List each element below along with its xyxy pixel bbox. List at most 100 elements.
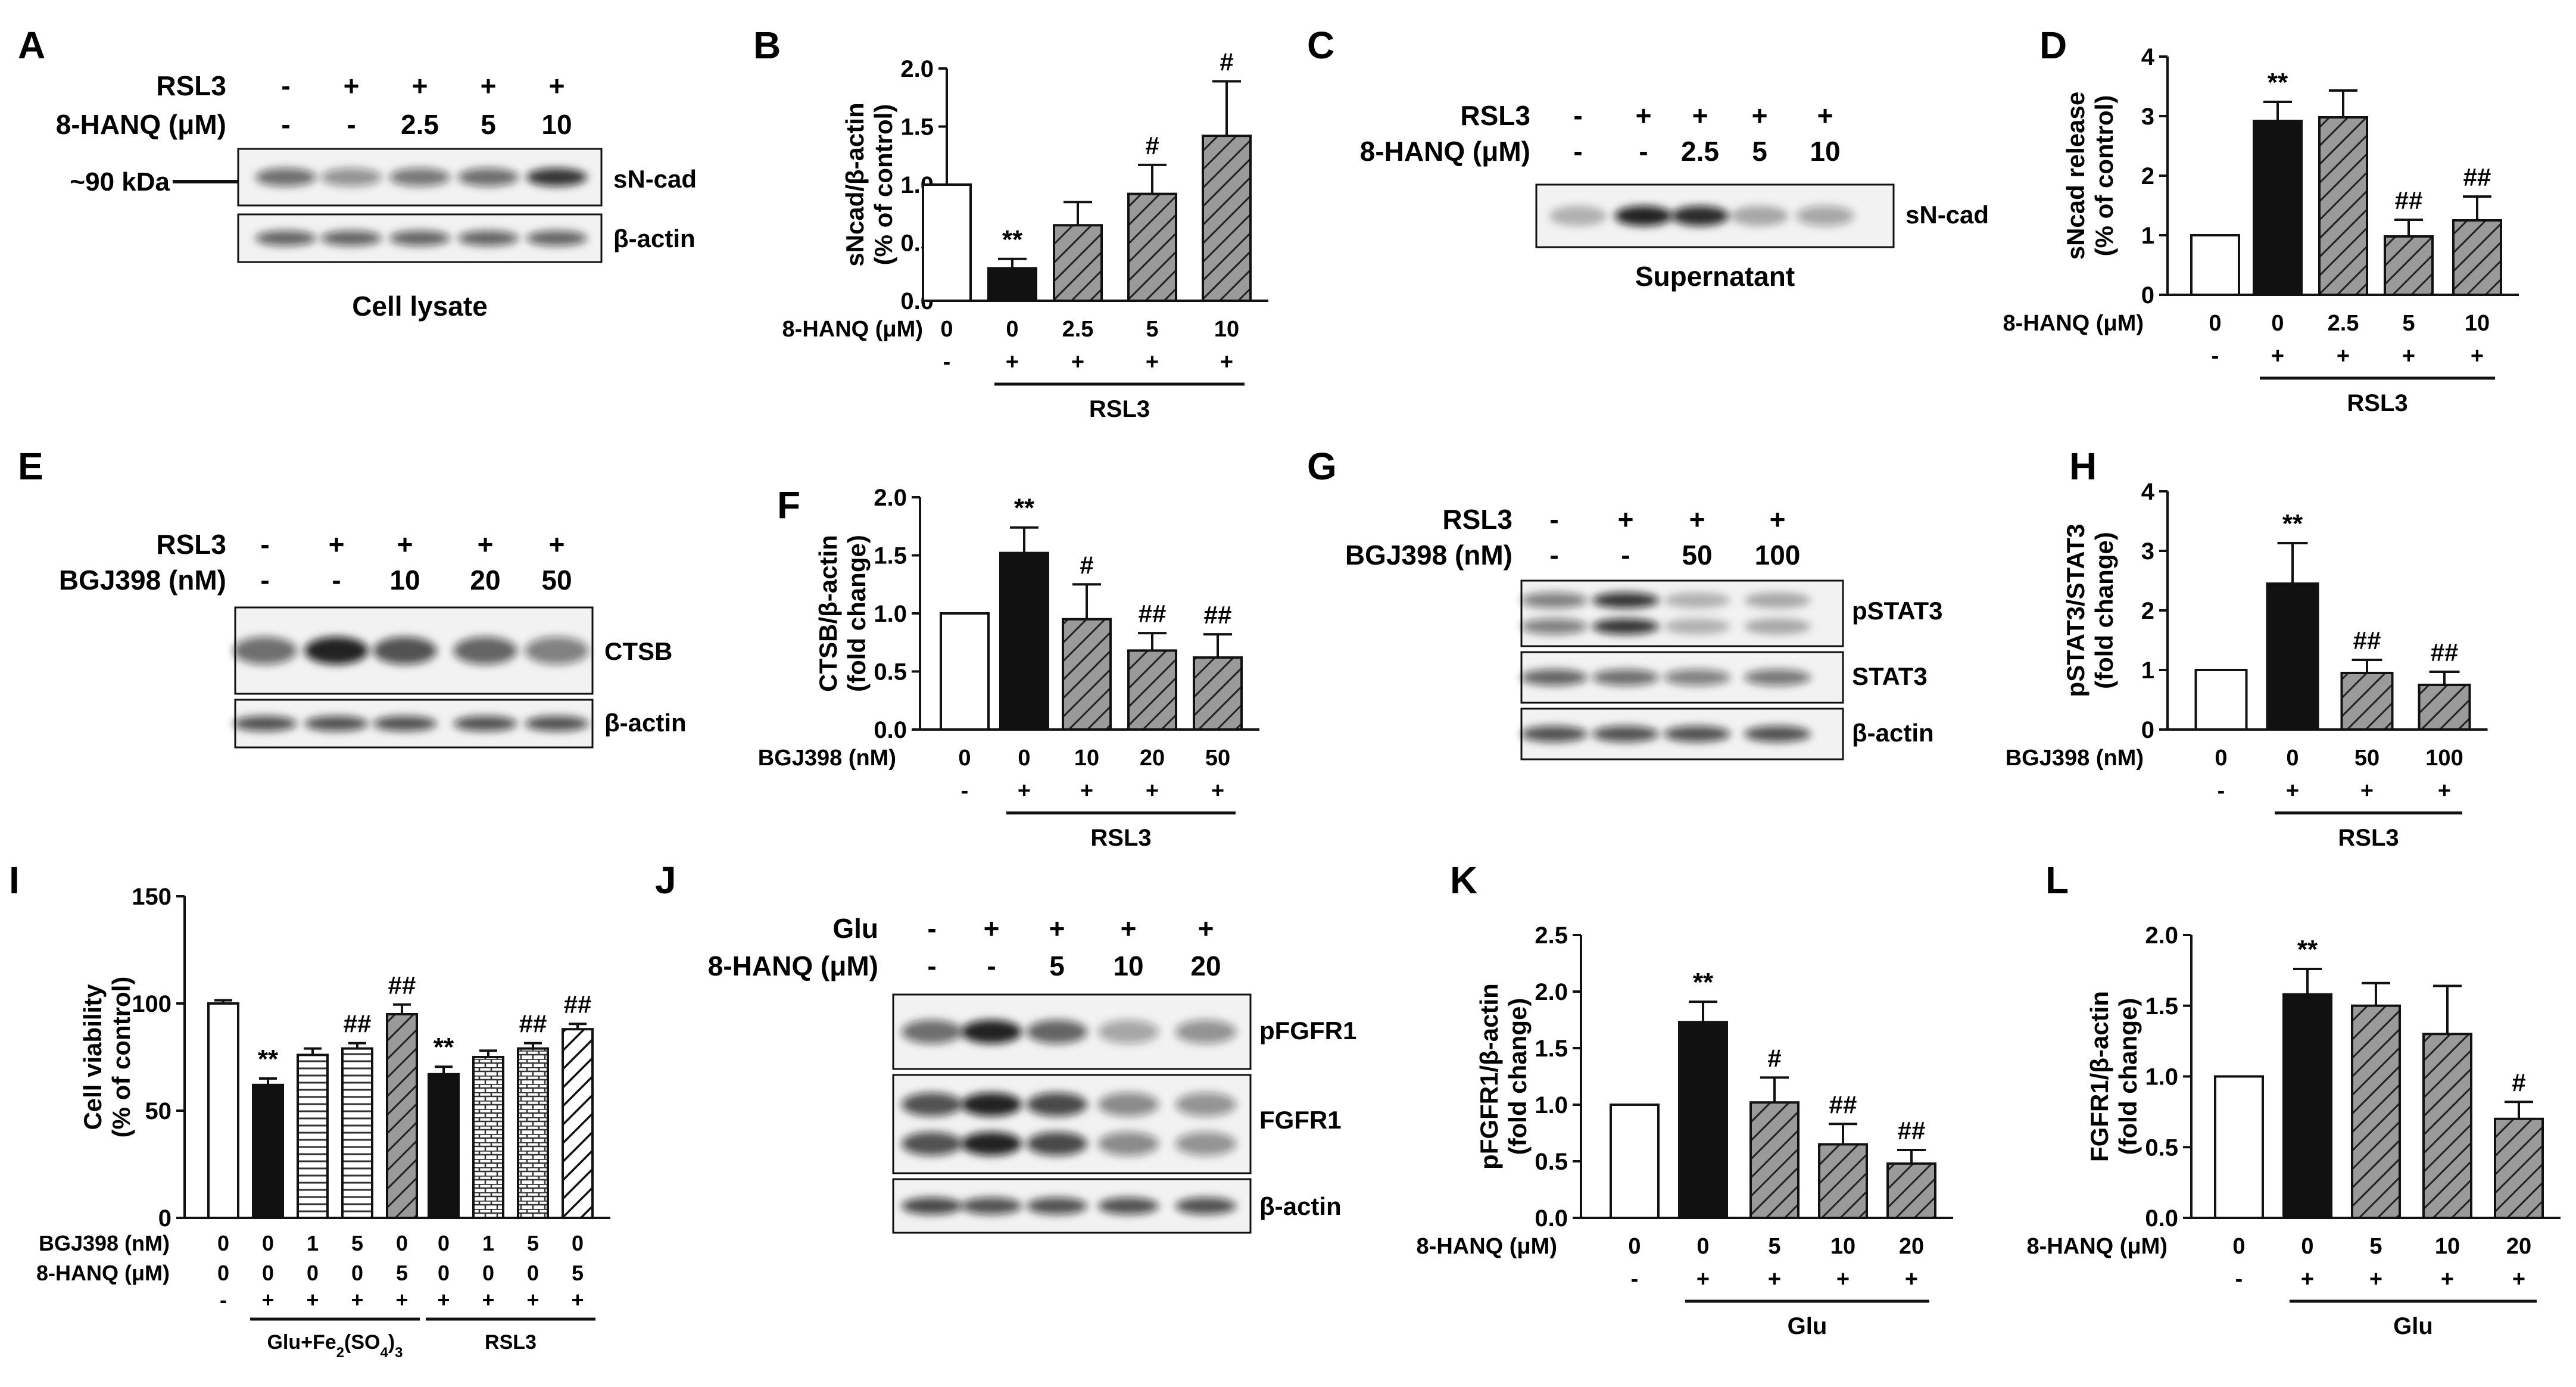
chart-f-xrow-label: BGJ398 (nM) bbox=[758, 746, 896, 771]
blot-e-band-2-lane-3 bbox=[373, 716, 437, 731]
chart-h-ylabel-1: (fold change) bbox=[2090, 532, 2118, 689]
chart-i-xrow-0-val-2: 1 bbox=[307, 1231, 319, 1255]
chart-l-xcat-3: 10 bbox=[2435, 1234, 2460, 1259]
blot-a-band-2-lane-3 bbox=[389, 230, 450, 246]
panel-letter-i: I bbox=[9, 859, 20, 902]
blot-e-band-2-lane-2 bbox=[304, 716, 369, 731]
chart-k-ylabel-0: pFGFR1/β-actin bbox=[1475, 983, 1503, 1170]
panel-letter-a: A bbox=[18, 24, 45, 67]
chart-i-xrow-0-val-3: 5 bbox=[351, 1231, 363, 1255]
chart-i-sign-0: - bbox=[220, 1288, 227, 1312]
chart-l-xcat-2: 5 bbox=[2369, 1234, 2382, 1259]
panel-letter-g: G bbox=[1307, 445, 1337, 488]
blot-g-r1-l1: - bbox=[1549, 504, 1558, 535]
blot-j-band-2-lane-3-2 bbox=[1027, 1132, 1087, 1156]
chart-k-sign-2: + bbox=[1768, 1267, 1781, 1292]
blot-a-r2-l1: - bbox=[281, 109, 290, 140]
chart-b-bar-4 bbox=[1202, 135, 1252, 302]
chart-k-ytick-label-1: 0.5 bbox=[1535, 1149, 1568, 1175]
chart-f-ytick-label-3: 1.5 bbox=[874, 543, 907, 569]
chart-i-sign-7: + bbox=[526, 1288, 539, 1312]
chart-i-xrow-1-val-6: 0 bbox=[482, 1261, 494, 1285]
blot-a-caption: Cell lysate bbox=[352, 291, 488, 322]
blot-a-r2-l4: 5 bbox=[481, 109, 496, 140]
chart-k-sign-4: + bbox=[1905, 1267, 1918, 1292]
blot-g-band-2-lane-1 bbox=[1521, 669, 1588, 686]
chart-k-ytick-label-0: 0.0 bbox=[1535, 1205, 1568, 1232]
chart-d-xcat-2: 2.5 bbox=[2328, 311, 2359, 336]
chart-l-group-label: Glu bbox=[2393, 1313, 2433, 1339]
chart-d-group-label: RSL3 bbox=[2347, 390, 2407, 416]
blot-a-lane-labels: - + + + + - - 2.5 5 10 bbox=[281, 70, 572, 140]
chart-l-ytick-label-4: 2.0 bbox=[2145, 922, 2178, 949]
chart-l-xcat-4: 20 bbox=[2506, 1234, 2531, 1259]
chart-l-sign-4: + bbox=[2512, 1267, 2525, 1292]
chart-b-bar-3 bbox=[1127, 192, 1177, 302]
blot-c-band-1-lane-5 bbox=[1796, 205, 1854, 226]
blot-c-r1-l3: + bbox=[1692, 100, 1708, 131]
chart-k-sig-3: ## bbox=[1829, 1090, 1857, 1118]
blot-g-band-2-lane-2 bbox=[1592, 669, 1659, 686]
blot-j-band-2-lane-4-1 bbox=[1098, 1092, 1159, 1117]
chart-b-bar-0 bbox=[922, 183, 972, 302]
chart-k-sig-4: ## bbox=[1898, 1117, 1926, 1145]
chart-b-sign-2: + bbox=[1071, 350, 1084, 375]
blot-g-band-3-lane-1 bbox=[1521, 725, 1588, 743]
chart-i-bar-4 bbox=[386, 1013, 418, 1219]
chart-f: 0.0 0.5 1.0 1.5 2.0 CTSB/β-actin (fold change)… bbox=[758, 485, 1259, 851]
blot-j-r1-l1: - bbox=[927, 913, 936, 944]
chart-b-xcat-3: 5 bbox=[1146, 317, 1158, 342]
blot-g-band-1-lane-2-1 bbox=[1592, 592, 1659, 609]
blot-a-band-1-lane-3 bbox=[389, 168, 450, 186]
chart-h-sign-2: + bbox=[2360, 778, 2374, 803]
blot-j-band-2-lane-2-2 bbox=[961, 1132, 1022, 1156]
chart-f-sign-1: + bbox=[1018, 778, 1031, 803]
chart-i-ytick-label-2: 100 bbox=[132, 991, 171, 1017]
chart-l-ytick-label-0: 0.0 bbox=[2145, 1205, 2178, 1232]
blot-a: RSL3 8-HANQ (μM) - + + + + - - 2.5 5 10 … bbox=[56, 70, 697, 322]
chart-b-sign-0: - bbox=[943, 350, 951, 375]
chart-k-ytick-label-4: 2.0 bbox=[1535, 979, 1568, 1005]
blot-j-band-signals bbox=[902, 1020, 1236, 1215]
chart-i-group-label-0: Glu+Fe2(SO4)3 bbox=[267, 1331, 403, 1361]
blot-a-band-1-lane-5 bbox=[526, 168, 587, 186]
chart-b-group-label: RSL3 bbox=[1089, 396, 1150, 422]
chart-h-ytick-label-3: 3 bbox=[2141, 538, 2154, 565]
blot-g-r1-l3: + bbox=[1689, 504, 1705, 535]
chart-i-xrow-1-val-0: 0 bbox=[217, 1261, 229, 1285]
panel-letter-c: C bbox=[1307, 24, 1334, 67]
chart-k-ylabel-1: (fold change) bbox=[1504, 998, 1532, 1155]
blot-a-r2-l3: 2.5 bbox=[401, 109, 439, 140]
chart-l-ytick-label-3: 1.5 bbox=[2145, 993, 2178, 1020]
chart-k-xcat-2: 5 bbox=[1768, 1234, 1780, 1259]
chart-l-xcat-1: 0 bbox=[2301, 1234, 2313, 1259]
chart-i-xrow-1-val-5: 0 bbox=[438, 1261, 450, 1285]
chart-d-ytick-label-1: 1 bbox=[2141, 223, 2154, 249]
blot-e-band-2-lane-5 bbox=[525, 716, 589, 731]
blot-c-r2-l4: 5 bbox=[1752, 136, 1767, 167]
chart-h-sig-3: ## bbox=[2431, 638, 2459, 666]
blot-e-r2-l5: 50 bbox=[541, 565, 572, 596]
blot-j-r1-l2: + bbox=[984, 913, 1000, 944]
blot-g-band-1-lane-2-2 bbox=[1592, 618, 1659, 635]
blot-e-band-1-lane-3 bbox=[373, 637, 437, 665]
blot-c: RSL3 8-HANQ (μM) - + + + + - - 2.5 5 10 … bbox=[1360, 100, 1989, 292]
chart-d-xcat-3: 5 bbox=[2402, 311, 2415, 336]
chart-i-sig-3: ## bbox=[344, 1010, 372, 1038]
chart-d-bar-0 bbox=[2190, 234, 2240, 296]
blot-c-band-1-lane-1 bbox=[1549, 205, 1607, 226]
chart-i-xrow-0-val-5: 0 bbox=[438, 1231, 450, 1255]
chart-k-xrow-label: 8-HANQ (μM) bbox=[1417, 1234, 1557, 1259]
chart-f-sign-3: + bbox=[1146, 778, 1159, 803]
blot-a-band-2-lane-5 bbox=[526, 230, 587, 246]
chart-k-group-label: Glu bbox=[1788, 1313, 1827, 1339]
blot-c-band-signals bbox=[1549, 205, 1854, 226]
blot-e-r1-l3: + bbox=[397, 529, 413, 560]
chart-i-bar-1 bbox=[252, 1083, 284, 1220]
chart-i-xrow-0-val-4: 0 bbox=[396, 1231, 408, 1255]
chart-f-xcat-1: 0 bbox=[1018, 746, 1030, 771]
chart-l-sign-0: - bbox=[2235, 1267, 2243, 1292]
blot-j-band-2-lane-2-1 bbox=[961, 1092, 1022, 1117]
chart-f-xcat-2: 10 bbox=[1074, 746, 1099, 771]
blot-e-band-1-lane-4 bbox=[453, 637, 517, 665]
